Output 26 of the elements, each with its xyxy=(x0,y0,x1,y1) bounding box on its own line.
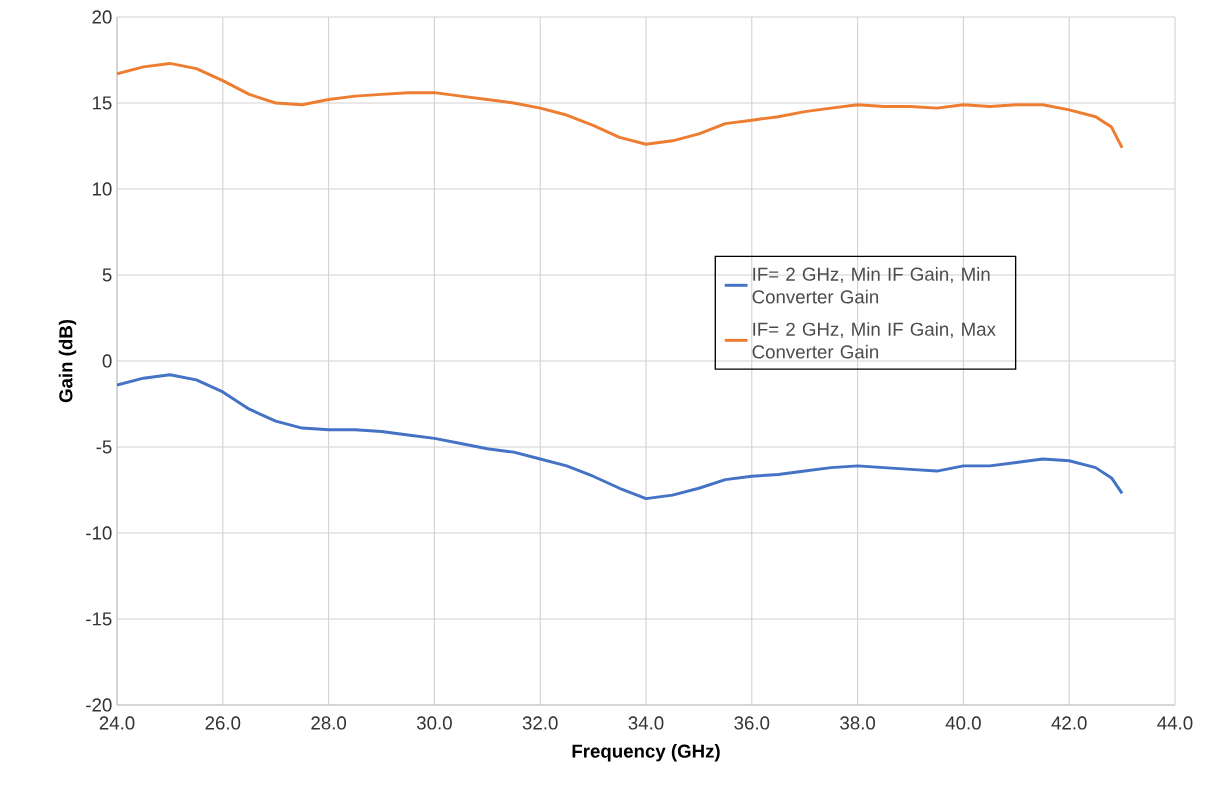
x-tick-label: 36.0 xyxy=(734,716,770,730)
y-tick-label: -10 xyxy=(86,526,112,540)
x-axis-title: Frequency (GHz) xyxy=(572,744,720,762)
y-tick-label: -15 xyxy=(86,612,112,626)
y-tick-label: -5 xyxy=(96,440,112,454)
x-tick-label: 38.0 xyxy=(840,716,876,730)
x-tick-label: 28.0 xyxy=(311,716,347,730)
x-tick-label: 26.0 xyxy=(205,716,241,730)
y-tick-label: -20 xyxy=(86,698,112,712)
y-tick-label: 20 xyxy=(92,10,112,24)
x-tick-label: 44.0 xyxy=(1157,716,1193,730)
line-series xyxy=(117,373,1124,501)
y-tick-label: 5 xyxy=(102,268,112,282)
line-series xyxy=(117,61,1124,150)
y-axis-title: Gain (dB) xyxy=(58,319,77,403)
x-tick-label: 34.0 xyxy=(628,716,664,730)
legend-label: IF= 2 GHz, Min IF Gain, Max Converter Gain xyxy=(752,322,996,359)
y-tick-label: 0 xyxy=(102,354,112,368)
x-tick-label: 42.0 xyxy=(1051,716,1087,730)
x-tick-label: 30.0 xyxy=(416,716,452,730)
legend-label: IF= 2 GHz, Min IF Gain, Min Converter Gain xyxy=(752,267,990,304)
x-tick-label: 32.0 xyxy=(522,716,558,730)
x-tick-label: 40.0 xyxy=(945,716,981,730)
y-tick-label: 15 xyxy=(92,96,112,110)
x-tick-label: 24.0 xyxy=(99,716,135,730)
y-tick-label: 10 xyxy=(92,182,112,196)
